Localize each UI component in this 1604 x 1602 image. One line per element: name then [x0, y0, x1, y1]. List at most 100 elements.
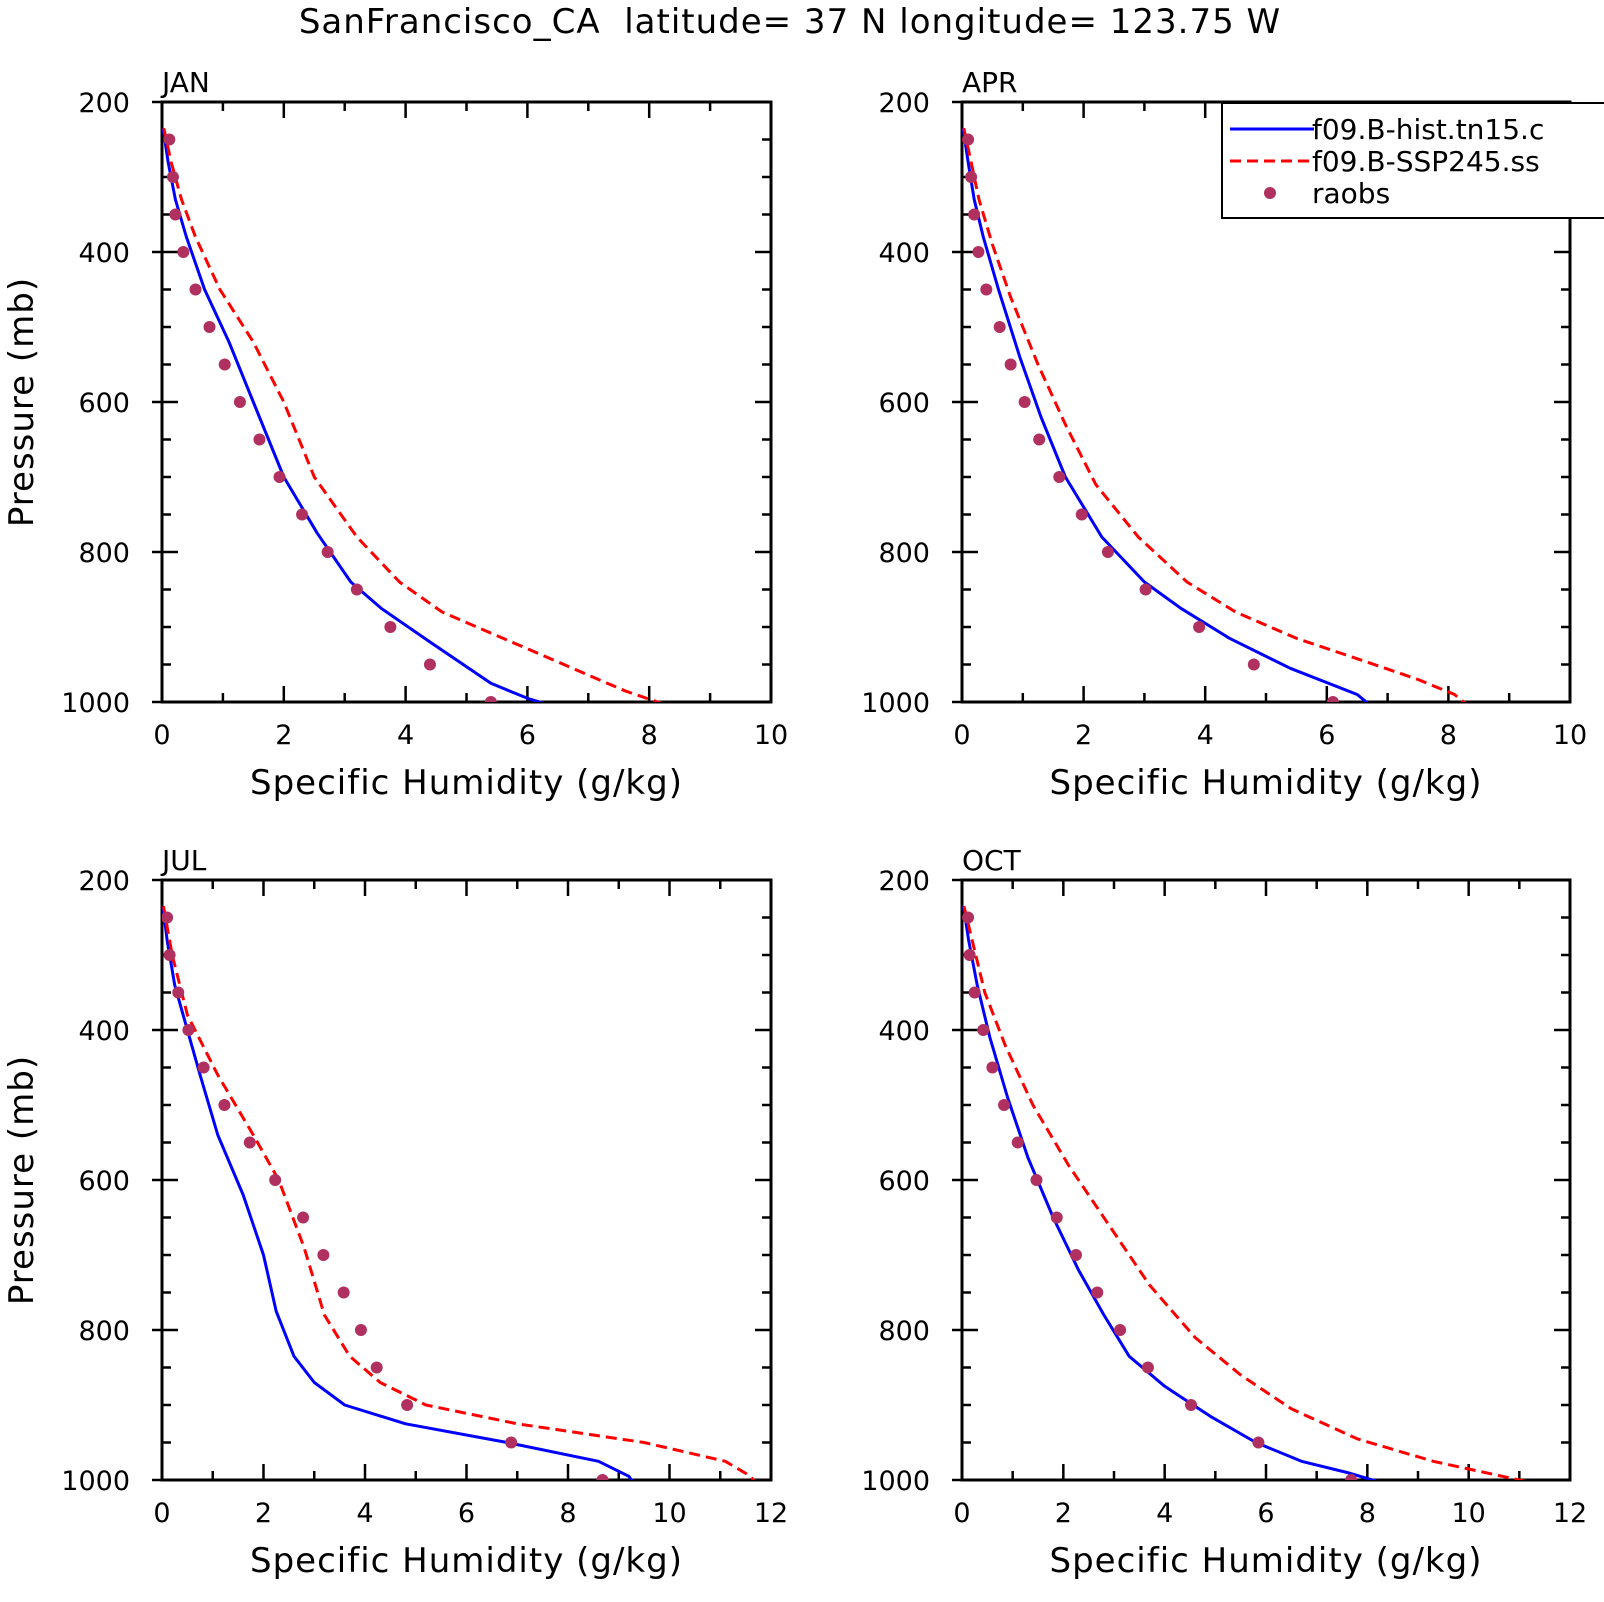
raobs-point	[1141, 1361, 1154, 1374]
raobs-point	[1345, 1474, 1358, 1480]
x-tick-label: 4	[1156, 1498, 1173, 1529]
raobs-point	[384, 621, 397, 633]
series-group	[962, 127, 1466, 702]
raobs-point	[197, 1061, 210, 1074]
x-tick-label: 10	[754, 720, 788, 751]
raobs-point	[273, 471, 286, 483]
hist-line	[962, 906, 1378, 1480]
y-tick-label: 600	[878, 388, 930, 419]
ssp-line	[962, 127, 1466, 702]
ssp-line	[962, 905, 1527, 1480]
raobs-point	[166, 171, 179, 183]
raobs-point	[297, 1211, 310, 1224]
x-tick-label: 8	[641, 720, 658, 751]
x-tick-label: 4	[397, 720, 414, 751]
raobs-point	[596, 1474, 609, 1480]
raobs-point	[354, 1324, 367, 1336]
raobs-point	[189, 283, 202, 296]
raobs-point	[965, 171, 978, 183]
raobs-point	[980, 283, 993, 296]
x-tick-label: 4	[1197, 720, 1214, 751]
hist-line	[162, 906, 634, 1480]
raobs-point	[169, 208, 182, 221]
legend-label: f09.B-SSP245.ss	[1312, 145, 1540, 178]
raobs-point	[1247, 658, 1260, 671]
x-tick-label: 6	[519, 720, 536, 751]
x-tick-label: 0	[953, 720, 970, 751]
panel-title: APR	[962, 66, 1018, 99]
raobs-point	[243, 1136, 256, 1149]
y-tick-label: 200	[78, 88, 130, 119]
raobs-point	[1193, 621, 1206, 633]
x-tick-label: 2	[1075, 720, 1092, 751]
raobs-point	[1075, 508, 1088, 521]
y-tick-label: 400	[878, 1016, 930, 1047]
panel-apr: 0 2 4 6 8 10 200 400 600 800 1000 APR Specific Humid…	[861, 66, 1587, 803]
panel-title: OCT	[962, 844, 1022, 877]
x-tick-label: 10	[1553, 720, 1587, 751]
raobs-point	[423, 658, 436, 671]
x-tick-label: 6	[458, 1498, 475, 1529]
x-axis-label: Specific Humidity (g/kg)	[250, 1541, 683, 1581]
raobs-point	[233, 396, 246, 408]
raobs-point	[993, 321, 1006, 333]
y-tick-label: 800	[78, 538, 130, 569]
x-tick-label: 10	[652, 1498, 686, 1529]
raobs-point	[1326, 696, 1339, 702]
raobs-point	[963, 949, 976, 961]
y-tick-label: 1000	[61, 688, 130, 719]
hist-line	[162, 128, 545, 702]
y-tick-label: 1000	[861, 1466, 930, 1497]
raobs-point	[1185, 1399, 1198, 1411]
x-tick-label: 0	[953, 1498, 970, 1529]
panel-jan: 0 2 4 6 8 10 200 400 600 800 1000 JAN Specific Humid…	[2, 66, 788, 803]
x-tick-label: 6	[1318, 720, 1335, 751]
raobs-point	[1114, 1324, 1127, 1336]
raobs-point	[1011, 1136, 1024, 1149]
x-tick-label: 0	[153, 720, 170, 751]
raobs-point	[484, 696, 497, 702]
raobs-point	[1070, 1249, 1082, 1261]
y-tick-label: 600	[78, 1166, 130, 1197]
raobs-point	[218, 358, 231, 371]
legend-marker	[1264, 187, 1276, 199]
raobs-point	[1252, 1436, 1265, 1449]
raobs-point	[182, 1024, 195, 1036]
figure-suptitle: SanFrancisco_CA latitude= 37 N longitude…	[299, 2, 1281, 42]
raobs-point	[1091, 1286, 1104, 1299]
y-tick-label: 800	[78, 1316, 130, 1347]
raobs-point	[203, 321, 216, 333]
raobs-point	[296, 508, 309, 521]
x-tick-label: 8	[559, 1498, 576, 1529]
x-tick-label: 10	[1451, 1498, 1485, 1529]
raobs-point	[370, 1361, 383, 1374]
ssp-line	[162, 906, 756, 1480]
raobs-point	[177, 246, 190, 258]
raobs-point	[968, 986, 981, 999]
raobs-point	[1004, 358, 1017, 371]
y-tick-label: 800	[878, 538, 930, 569]
y-tick-label: 200	[878, 866, 930, 897]
raobs-point	[1139, 583, 1152, 596]
y-tick-label: 400	[78, 238, 130, 269]
raobs-point	[163, 133, 176, 146]
legend-label: f09.B-hist.tn15.c	[1312, 113, 1544, 146]
raobs-point	[321, 546, 334, 558]
y-tick-label: 200	[78, 866, 130, 897]
series-group	[962, 905, 1527, 1480]
raobs-point	[1018, 396, 1031, 408]
raobs-point	[972, 246, 985, 258]
raobs-point	[350, 583, 363, 596]
y-tick-label: 1000	[61, 1466, 130, 1497]
raobs-point	[269, 1174, 282, 1186]
raobs-point	[1030, 1174, 1043, 1186]
y-tick-label: 200	[878, 88, 930, 119]
x-tick-label: 6	[1257, 1498, 1274, 1529]
y-tick-label: 600	[78, 388, 130, 419]
raobs-point	[1101, 546, 1114, 558]
x-tick-label: 2	[255, 1498, 272, 1529]
y-tick-label: 400	[78, 1016, 130, 1047]
